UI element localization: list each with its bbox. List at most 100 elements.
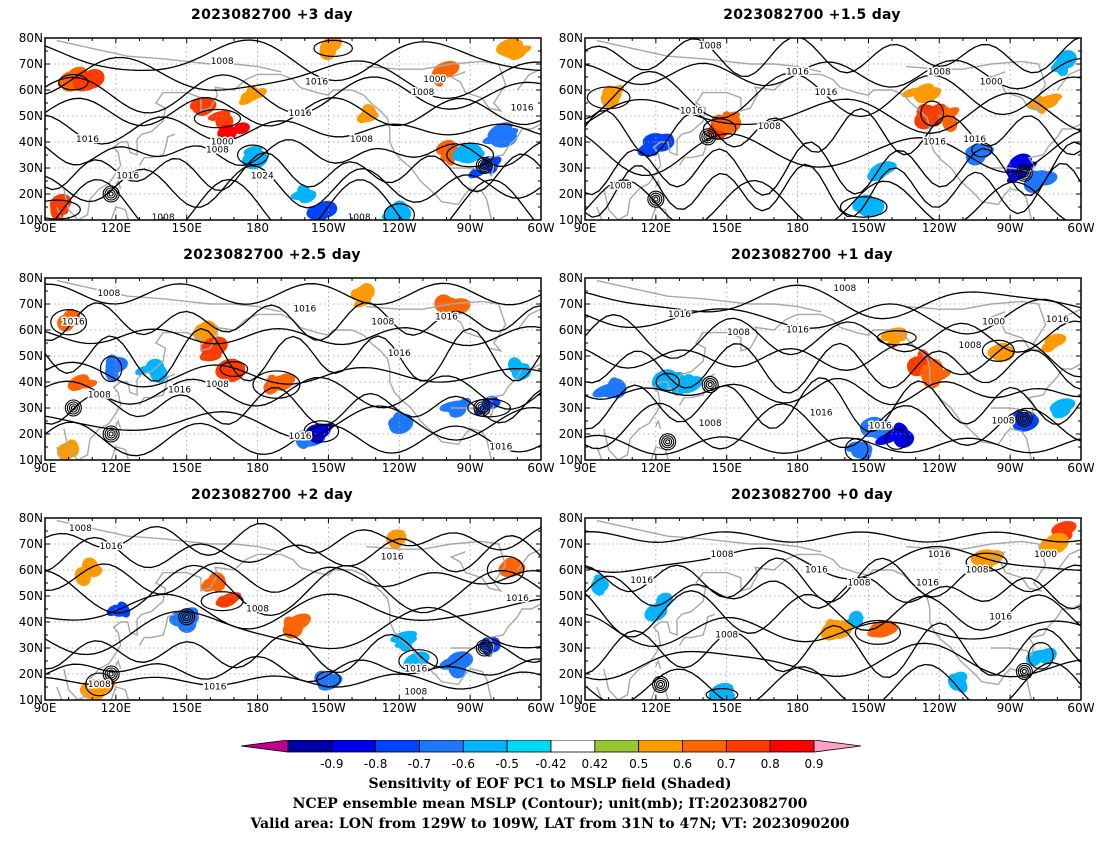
coastline (63, 73, 282, 220)
coastline (820, 313, 1033, 460)
y-tick-label: 60N (558, 563, 583, 577)
contour-label: 1016 (989, 612, 1012, 622)
low-pressure-contour (104, 667, 118, 681)
coastline (603, 553, 822, 700)
x-tick-label: 120E (640, 221, 672, 235)
contour-label: 1016 (869, 422, 892, 432)
colorbar-swatch (462, 740, 508, 753)
closed-contour (655, 372, 680, 392)
isobar-contour (585, 284, 1081, 320)
isobar-contour (585, 130, 1081, 177)
low-pressure-contour (703, 378, 717, 392)
sensitivity-shade (195, 324, 218, 338)
coastline (516, 68, 541, 91)
map-svg: 1008 1016 1016 1008 1016 1016 1008 1016 1008 1016… (44, 277, 542, 461)
low-pressure-contour (106, 189, 116, 199)
x-tick-label: 120E (640, 461, 672, 475)
colorbar-tick-label: 0.6 (672, 757, 693, 771)
x-tick-label: 90E (573, 461, 597, 475)
low-pressure-contour (102, 425, 120, 443)
coastline (280, 73, 493, 220)
plot-area: 1008 1016 1016 1008 1016 1016 1008 1016 1008 1016… (44, 277, 542, 461)
coastline (110, 206, 130, 220)
y-tick-label: 60N (18, 83, 43, 97)
y-tick-label: 20N (18, 427, 43, 441)
sensitivity-shade (870, 163, 895, 180)
y-tick-label: 30N (558, 641, 583, 655)
x-tick-label: 90W (996, 221, 1024, 235)
y-tick-label: 40N (18, 135, 43, 149)
contour-label: 1000 (980, 78, 1003, 88)
low-pressure-contour (70, 405, 76, 411)
sensitivity-shade (217, 124, 237, 142)
isobar-contour (45, 633, 541, 674)
x-tick-label: 150W (311, 701, 346, 715)
contour-label: 1016 (293, 305, 316, 315)
isobar-contour (45, 301, 541, 341)
y-tick-label: 80N (18, 511, 43, 525)
closed-contour (236, 144, 269, 166)
sensitivity-shade (1035, 93, 1063, 107)
low-pressure-contour (1017, 166, 1031, 180)
contour-label: 1008 (206, 380, 229, 390)
closed-contour (383, 203, 415, 220)
low-pressure-contour (1015, 662, 1033, 680)
sensitivity-shade (950, 671, 968, 685)
x-tick-label: 90W (456, 221, 484, 235)
contour-label: 1008 (727, 328, 750, 338)
contour-label: 1008 (833, 284, 856, 294)
x-tick-label: 120W (921, 221, 957, 235)
closed-contour (58, 73, 89, 91)
y-tick-label: 50N (558, 589, 583, 603)
low-pressure-contour (659, 433, 677, 451)
sensitivity-shade (296, 184, 312, 203)
low-pressure-contour (475, 156, 493, 174)
colorbar-swatch (506, 740, 552, 753)
x-tick-label: 150W (851, 221, 886, 235)
isobar-contour (585, 575, 1081, 610)
low-pressure-contour (477, 641, 491, 655)
y-tick-label: 20N (558, 667, 583, 681)
x-tick-label: 150E (171, 221, 202, 235)
y-tick-label: 10N (558, 693, 583, 707)
low-pressure-contour (1015, 409, 1033, 427)
isobar-contour (585, 590, 1081, 638)
low-pressure-contour (479, 160, 489, 170)
y-tick-label: 50N (18, 349, 43, 363)
sensitivity-shade (218, 594, 239, 608)
low-pressure-contour (106, 429, 116, 439)
y-tick-label: 80N (18, 271, 43, 285)
isobar-contour (45, 97, 541, 127)
low-pressure-contour (481, 162, 487, 168)
x-tick-label: 90W (456, 461, 484, 475)
closed-contour (303, 420, 340, 443)
isobar-contour (585, 57, 1081, 90)
y-tick-label: 60N (558, 83, 583, 97)
contour-label: 1000 (211, 138, 234, 148)
chart-panel-plus1day: 2023082700 +1 day 1008 1016 1008 1016 1000 10… (540, 240, 1095, 474)
x-tick-label: 120W (921, 701, 957, 715)
contour-label: 1016 (62, 318, 85, 328)
contour-label: 1016 (305, 78, 328, 88)
y-tick-label: 60N (558, 323, 583, 337)
closed-contour (981, 339, 1015, 362)
isobar-contour (45, 387, 541, 426)
low-pressure-contour (1019, 666, 1029, 676)
x-tick-label: 150W (851, 461, 886, 475)
isobar-contour (45, 151, 541, 193)
x-tick-label: 90E (33, 461, 57, 475)
isobar-contour (45, 655, 541, 683)
low-pressure-contour (665, 439, 671, 445)
isobar-contour (585, 557, 1081, 603)
closed-contour (316, 670, 341, 688)
isobar-contour (45, 375, 541, 410)
plot-area: 1008 1016 1016 1008 1016 1008 1008 1016 1016 (44, 517, 542, 701)
closed-contour (193, 108, 242, 129)
contour-label: 1016 (630, 576, 653, 586)
coastline (678, 133, 716, 166)
isobar-contour (585, 622, 1081, 678)
contour-label: 1016 (204, 683, 227, 693)
colorbar-tick-label: -0.9 (320, 757, 344, 771)
